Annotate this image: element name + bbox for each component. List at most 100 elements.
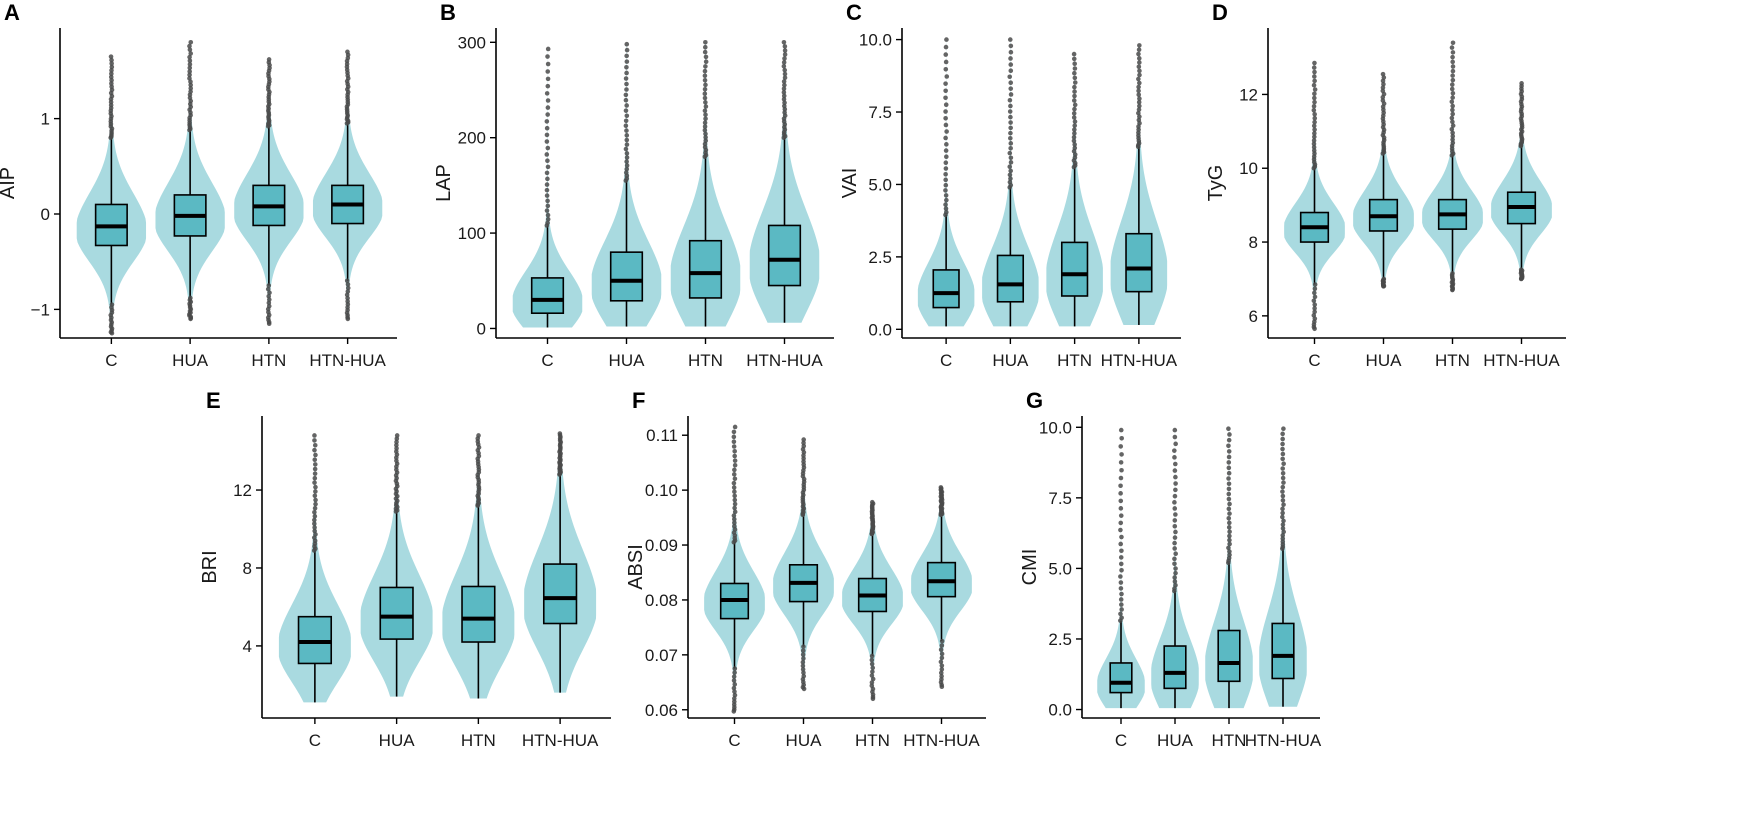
- outlier-high: [1226, 454, 1232, 460]
- outlier-high: [944, 209, 949, 215]
- outlier-high: [623, 97, 629, 103]
- outlier-high: [623, 170, 629, 175]
- outlier-low: [800, 663, 806, 669]
- outlier-low: [801, 656, 806, 661]
- outlier-low: [1381, 276, 1387, 282]
- outlier-high: [1072, 66, 1078, 71]
- outlier-high: [732, 489, 737, 495]
- iqr-box: [1163, 645, 1187, 690]
- outlier-high: [1312, 78, 1317, 84]
- outlier-high: [545, 69, 551, 74]
- outlier-high: [312, 525, 317, 530]
- outlier-high: [944, 142, 949, 147]
- y-tick-label: 0.08: [645, 591, 678, 610]
- outlier-high: [109, 61, 114, 66]
- panel-letter: G: [1026, 388, 1043, 413]
- outlier-high: [545, 54, 550, 59]
- y-axis-title: CMI: [1019, 549, 1041, 586]
- outlier-high: [1450, 54, 1455, 60]
- outlier-high: [1226, 525, 1232, 530]
- outlier-high: [1072, 106, 1077, 112]
- outlier-high: [1280, 489, 1285, 494]
- outlier-high: [188, 89, 193, 94]
- outlier-high: [1226, 515, 1232, 521]
- outlier-high: [1227, 552, 1232, 558]
- outlier-high: [1137, 114, 1142, 119]
- y-tick-label: 7.5: [1048, 489, 1072, 508]
- outlier-high: [1227, 537, 1232, 543]
- outlier-high: [1450, 133, 1456, 139]
- outlier-high: [1227, 432, 1232, 437]
- outlier-high: [623, 146, 629, 152]
- outlier-high: [1071, 134, 1077, 140]
- outlier-high: [1450, 68, 1456, 74]
- outlier-high: [624, 103, 629, 108]
- x-tick-label: HUA: [1157, 731, 1194, 750]
- outlier-low: [731, 678, 737, 683]
- outlier-high: [1226, 465, 1232, 471]
- outlier-high: [1136, 84, 1141, 90]
- outlier-low: [939, 643, 945, 648]
- group-htn-hua: [1110, 43, 1168, 325]
- outlier-high: [943, 102, 949, 108]
- y-tick-label: 10: [1239, 159, 1258, 178]
- outlier-high: [782, 67, 788, 73]
- panel-e: E BRI 4 8 12 C HUA HTN HTN-HUA: [199, 388, 611, 750]
- outlier-high: [1173, 481, 1178, 486]
- outlier-high: [624, 142, 630, 147]
- y-tick-label: 8: [243, 559, 252, 578]
- outlier-high: [545, 158, 550, 164]
- outlier-high: [1072, 70, 1077, 76]
- outlier-high: [1071, 56, 1077, 62]
- outlier-high: [1172, 448, 1177, 453]
- x-tick-label: HTN: [1212, 731, 1247, 750]
- outlier-high: [312, 509, 317, 515]
- outlier-low: [869, 653, 875, 659]
- outlier-low: [939, 651, 945, 657]
- y-tick-label: 10.0: [1039, 418, 1072, 437]
- group-htn: [442, 433, 515, 699]
- outlier-low: [869, 683, 875, 689]
- outlier-high: [781, 86, 787, 92]
- outlier-high: [1119, 615, 1124, 621]
- outlier-high: [623, 118, 629, 124]
- y-tick-label: 200: [458, 129, 486, 148]
- outlier-high: [313, 452, 318, 458]
- outlier-low: [345, 289, 351, 294]
- outlier-high: [1380, 71, 1386, 77]
- outlier-high: [544, 193, 550, 198]
- outlier-high: [1450, 40, 1456, 46]
- outlier-high: [1519, 81, 1524, 86]
- outlier-high: [1450, 59, 1455, 65]
- outlier-high: [394, 433, 400, 438]
- outlier-high: [1172, 506, 1178, 511]
- outlier-high: [1450, 137, 1455, 142]
- outlier-high: [1136, 64, 1142, 70]
- outlier-high: [1136, 47, 1142, 53]
- outlier-high: [943, 182, 949, 188]
- outlier-high: [108, 54, 114, 59]
- outlier-high: [1008, 155, 1014, 161]
- y-tick-label: 8: [1249, 233, 1258, 252]
- outlier-low: [266, 293, 272, 299]
- x-tick-label: HTN-HUA: [522, 731, 599, 750]
- outlier-high: [545, 198, 550, 204]
- group-htn-hua: [911, 485, 972, 689]
- outlier-high: [943, 193, 949, 198]
- outlier-low: [938, 659, 944, 665]
- outlier-high: [108, 74, 114, 80]
- outlier-high: [312, 521, 317, 527]
- outlier-high: [1136, 107, 1142, 112]
- outlier-high: [1312, 87, 1318, 92]
- y-axis-title: VAI: [839, 168, 861, 199]
- outlier-low: [800, 667, 806, 672]
- outlier-high: [557, 431, 563, 436]
- iqr-box: [1060, 241, 1089, 297]
- outlier-high: [1450, 119, 1455, 125]
- y-tick-label: 0: [477, 319, 486, 338]
- outlier-high: [545, 164, 551, 170]
- outlier-high: [1312, 127, 1317, 132]
- outlier-high: [943, 109, 948, 114]
- outlier-high: [266, 57, 272, 62]
